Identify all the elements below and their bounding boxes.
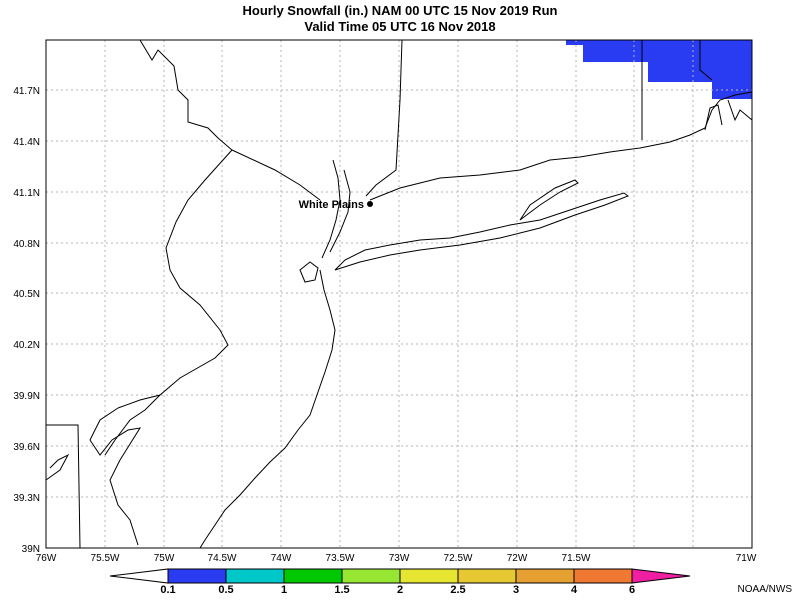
lat-label: 41.4N	[13, 137, 40, 148]
colorbar-label: 6	[628, 584, 636, 596]
ma-border	[699, 40, 713, 81]
lat-label: 41.7N	[13, 86, 40, 97]
lon-label: 76W	[36, 553, 57, 564]
colorbar-segment	[225, 568, 285, 584]
colorbar-label: 0.5	[218, 584, 234, 596]
lon-label: 75.5W	[91, 553, 120, 564]
lon-label: 73W	[389, 553, 410, 564]
longitude-labels: 76W 75.5W 75W 74.5W 74W 73.5W 73W 72.5W …	[36, 553, 757, 564]
chart-title: Hourly Snowfall (in.) NAM 00 UTC 15 Nov …	[242, 3, 558, 18]
colorbar-right-arrow	[631, 568, 691, 584]
colorbar-label: 1	[280, 584, 288, 596]
chart-subtitle: Valid Time 05 UTC 16 Nov 2018	[304, 19, 496, 34]
md-de-border	[46, 424, 81, 549]
lat-label: 39.3N	[13, 493, 40, 504]
hudson-river	[321, 159, 351, 259]
colorbar-segment	[573, 568, 633, 584]
long-island	[334, 192, 630, 271]
latitude-labels: 41.7N 41.4N 41.1N 40.8N 40.5N 40.2N 39.9…	[13, 86, 40, 555]
colorbar-label: 1.5	[334, 584, 350, 596]
colorbar-segment	[399, 568, 459, 584]
delaware-bay	[89, 407, 142, 546]
boundaries	[45, 39, 753, 549]
lat-label: 40.2N	[13, 340, 40, 351]
lat-label: 39N	[22, 544, 40, 555]
ny-ct-border	[365, 39, 403, 197]
ct-coast	[369, 91, 753, 201]
lat-label: 41.1N	[13, 188, 40, 199]
nyc-harbor	[299, 261, 319, 283]
lon-label: 75W	[154, 553, 175, 564]
lon-label: 73.5W	[326, 553, 355, 564]
colorbar-label: 4	[570, 584, 578, 596]
colorbar	[109, 568, 691, 584]
lat-label: 39.6N	[13, 442, 40, 453]
colorbar-label: 2	[396, 584, 404, 596]
snowfall-area	[566, 40, 752, 99]
lon-label: 74W	[271, 553, 292, 564]
nj-west-border	[117, 39, 233, 409]
lon-label: 74.5W	[208, 553, 237, 564]
ri-coast	[704, 99, 753, 131]
lon-label: 71.5W	[562, 553, 591, 564]
map-frame	[45, 39, 753, 549]
white-plains-dot	[367, 201, 373, 207]
colorbar-label: 3	[512, 584, 520, 596]
credit-text: NOAA/NWS	[737, 584, 792, 595]
white-plains-label: White Plains	[299, 199, 364, 211]
colorbar-label: 2.5	[450, 584, 466, 596]
colorbar-segment	[341, 568, 401, 584]
colorbar-label: 0.1	[160, 584, 176, 596]
city-marker: White Plains	[299, 199, 373, 211]
lon-label: 72.5W	[444, 553, 473, 564]
delaware-river	[104, 394, 161, 456]
colorbar-segment	[283, 568, 343, 584]
north-fork	[519, 179, 579, 221]
colorbar-segment	[515, 568, 575, 584]
lat-label: 39.9N	[13, 391, 40, 402]
lat-label: 40.5N	[13, 289, 40, 300]
colorbar-left-arrow	[109, 568, 169, 584]
lon-label: 72W	[507, 553, 528, 564]
ny-nj-border	[231, 149, 321, 201]
snowfall-shape-0.1-0.5	[566, 40, 752, 99]
lat-label: 40.8N	[13, 239, 40, 250]
colorbar-segment	[457, 568, 517, 584]
chesapeake	[45, 453, 70, 481]
lon-label: 71W	[736, 553, 757, 564]
nj-coast	[199, 269, 336, 549]
colorbar-segment	[167, 568, 227, 584]
